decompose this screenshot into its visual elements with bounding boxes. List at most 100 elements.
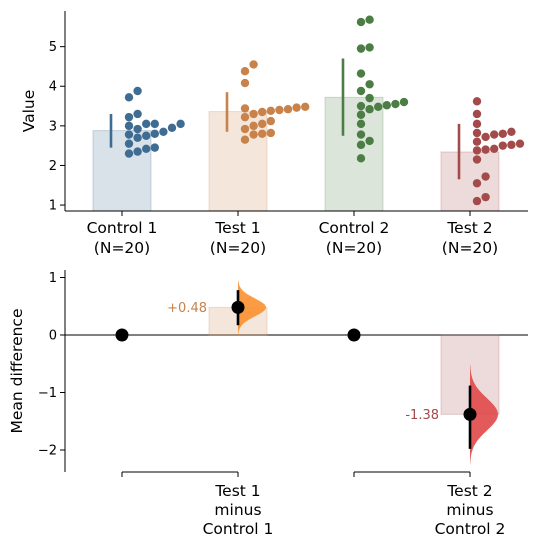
data-point <box>249 109 258 119</box>
y-tick-label: 0 <box>49 329 57 344</box>
data-point <box>124 130 134 139</box>
x-tick-label-line: (N=20) <box>442 239 498 257</box>
data-point <box>498 129 507 138</box>
x-tick-label-line: (N=20) <box>210 239 266 257</box>
x-tick-label-line: Control 1 <box>87 219 158 237</box>
data-point <box>356 119 366 129</box>
data-point <box>365 43 374 52</box>
data-point <box>249 60 258 69</box>
data-point <box>240 104 250 113</box>
data-point <box>382 101 391 110</box>
data-point <box>150 129 159 138</box>
data-point <box>266 106 275 116</box>
data-point <box>249 130 258 139</box>
data-point <box>507 127 516 136</box>
x-tick-label-line: (N=20) <box>326 239 382 257</box>
data-point <box>240 66 250 76</box>
y-axis-title: Value <box>20 90 38 133</box>
data-point <box>472 155 482 164</box>
data-point <box>266 128 275 138</box>
reference-point <box>115 328 129 342</box>
x-tick-label: Control 2 (N=20) <box>319 219 390 257</box>
x-tick-label-line: Test 1 <box>214 219 260 237</box>
data-point <box>150 143 159 152</box>
comparison-label-line: Test 2 <box>446 482 492 500</box>
data-point <box>240 112 250 122</box>
data-point <box>374 102 383 112</box>
data-point <box>515 139 525 148</box>
data-point <box>472 109 482 119</box>
x-tick-label: Control 1 (N=20) <box>87 219 158 257</box>
data-point <box>266 116 275 126</box>
data-point <box>472 137 482 146</box>
data-point <box>249 121 258 131</box>
data-point <box>391 99 400 109</box>
data-point <box>507 140 516 150</box>
data-point <box>481 132 490 142</box>
data-point <box>356 69 366 78</box>
data-point <box>275 105 284 115</box>
data-point <box>258 119 267 129</box>
data-point <box>124 149 134 158</box>
data-point <box>124 93 134 102</box>
effect-point <box>231 300 245 314</box>
data-point <box>142 131 151 140</box>
y-tick-label: −1 <box>38 386 57 401</box>
data-point <box>240 135 250 144</box>
data-point <box>142 144 151 154</box>
reference-point <box>347 328 361 342</box>
data-point <box>133 124 142 134</box>
data-point <box>356 154 366 163</box>
data-point <box>365 15 374 24</box>
data-point <box>365 93 374 103</box>
y-tick-label: 4 <box>49 80 57 95</box>
data-point <box>490 144 499 154</box>
data-point <box>150 119 159 129</box>
data-point <box>356 17 366 27</box>
x-tick-label-line: Control 2 <box>319 219 390 237</box>
data-point <box>356 86 366 96</box>
delta-label: -1.38 <box>405 408 439 423</box>
data-point <box>301 102 310 112</box>
data-point <box>258 107 267 117</box>
x-tick-label: Test 2 (N=20) <box>442 219 498 257</box>
data-point <box>399 97 409 107</box>
bootstrap-distribution <box>470 364 498 465</box>
data-point <box>124 139 134 148</box>
comparison-label-line: minus <box>214 501 261 519</box>
data-point <box>472 97 482 106</box>
mean-bar <box>440 151 500 212</box>
data-point <box>133 133 142 142</box>
data-point <box>356 140 366 150</box>
data-point <box>356 44 366 53</box>
data-point <box>124 121 134 131</box>
effect-point <box>463 407 477 421</box>
data-point <box>133 147 142 156</box>
data-point <box>472 128 482 138</box>
data-point <box>498 141 507 150</box>
y-tick-label: −2 <box>38 444 57 459</box>
data-point <box>490 130 499 139</box>
comparison-label-line: Control 1 <box>203 520 274 538</box>
comparison-label: Test 2 minus Control 2 <box>435 482 506 538</box>
data-point <box>258 129 267 138</box>
delta-label: +0.48 <box>167 301 207 316</box>
data-point <box>365 105 374 114</box>
data-point <box>292 103 301 112</box>
x-tick-label-line: Test 2 <box>446 219 492 237</box>
data-point <box>159 127 168 136</box>
data-point <box>356 130 366 139</box>
y-tick-label: 1 <box>49 271 57 286</box>
data-point <box>472 119 482 129</box>
data-point <box>472 179 482 188</box>
x-tick-label-line: (N=20) <box>94 239 150 257</box>
data-point <box>133 86 142 96</box>
y-tick-label: 1 <box>49 199 57 214</box>
data-point <box>283 105 293 114</box>
x-tick-label: Test 1 (N=20) <box>210 219 266 257</box>
data-point <box>176 119 185 129</box>
y-tick-label: 5 <box>49 40 57 55</box>
data-point <box>472 146 482 155</box>
